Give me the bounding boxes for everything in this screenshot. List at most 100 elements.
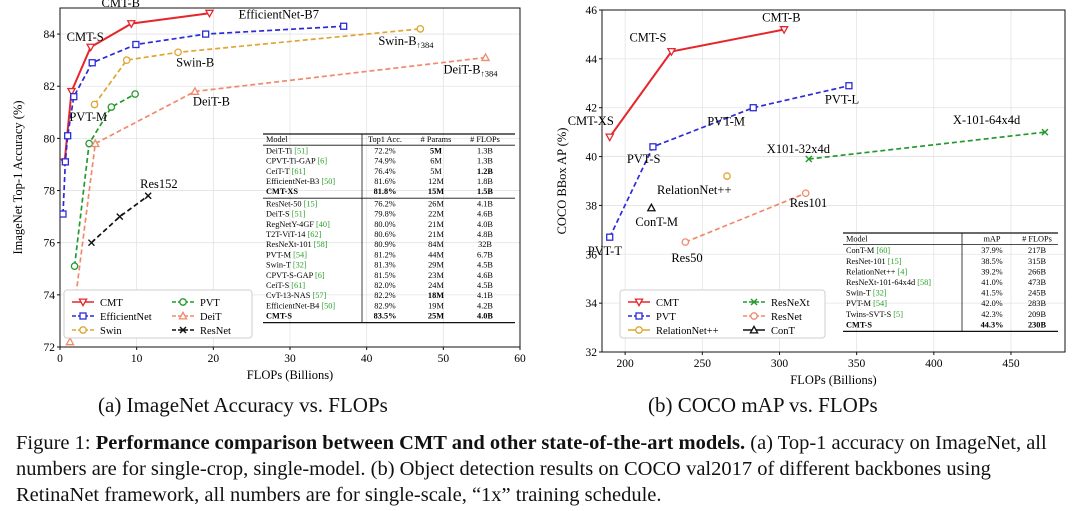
point-efficientnet bbox=[60, 210, 67, 218]
plot-frame bbox=[601, 9, 1066, 353]
table-cell: 24M bbox=[428, 281, 444, 290]
caption-label: Figure 1: bbox=[16, 432, 91, 454]
table-citation: [60] bbox=[876, 246, 890, 255]
point-deit bbox=[90, 138, 100, 148]
annotation-res152: Res152 bbox=[140, 177, 178, 191]
table-citation: [32] bbox=[873, 289, 887, 298]
legend-label: ResNet bbox=[200, 326, 231, 337]
annotation-res50: Res50 bbox=[671, 251, 702, 265]
legend-label: Swin bbox=[100, 326, 122, 337]
legend-label: CMT bbox=[100, 298, 123, 309]
table-model-name: ResNeXt-101 [58] bbox=[266, 240, 328, 249]
y-tick-label: 40 bbox=[586, 152, 598, 164]
table-cell: 4.5B bbox=[477, 281, 493, 290]
legend-box bbox=[619, 289, 826, 339]
legend-label: ConT bbox=[771, 326, 796, 337]
point-deit bbox=[65, 336, 75, 346]
table-cell: 42.3% bbox=[981, 310, 1003, 319]
annotation-subscript: ↑384 bbox=[481, 69, 499, 79]
series-line-deit bbox=[69, 56, 486, 342]
annotation-pvt-m: PVT-M bbox=[69, 110, 107, 124]
point-efficientnet bbox=[70, 93, 78, 101]
series-line-resnet bbox=[90, 195, 149, 244]
table-model-name: CMT-S bbox=[846, 320, 872, 329]
table-cell: 42.0% bbox=[981, 299, 1003, 308]
point-efficientnet bbox=[64, 132, 72, 140]
table-cell: 21M bbox=[428, 220, 444, 229]
table-cell: 1.5B bbox=[477, 187, 493, 196]
point-swin bbox=[416, 25, 425, 33]
table-cell: 37.9% bbox=[981, 246, 1003, 255]
y-axis-label: COCO BBox AP (%) bbox=[555, 128, 569, 235]
point-cmt bbox=[605, 133, 615, 142]
legend-item-pvt: PVT bbox=[172, 298, 220, 309]
table-cell: 217B bbox=[1028, 246, 1046, 255]
y-tick-label: 74 bbox=[44, 290, 56, 302]
coco-chart: 200 250 300 350 400 450 32 34 36 38 40 42 44 46 FLOPs … bbox=[555, 5, 1066, 387]
legend-label: ResNet bbox=[771, 312, 802, 323]
x-tick-label: 250 bbox=[694, 358, 712, 370]
point-resnet bbox=[87, 239, 95, 247]
table-header: Model bbox=[266, 135, 288, 144]
subcaption-a: (a) ImageNet Accuracy vs. FLOPs bbox=[98, 393, 388, 417]
y-tick-label: 34 bbox=[586, 298, 598, 310]
point-efficientnet bbox=[340, 22, 348, 30]
table-cell: 315B bbox=[1028, 257, 1046, 266]
table-cell: 4.5B bbox=[477, 261, 493, 270]
table-citation: [50] bbox=[321, 177, 335, 186]
x-tick-label: 450 bbox=[1002, 358, 1020, 370]
table-header: # FLOPs bbox=[1022, 235, 1052, 244]
caption-text: (a) Top-1 accuracy on ImageNet, all numb… bbox=[16, 432, 1047, 506]
x-tick-label: 40 bbox=[361, 353, 373, 365]
legend-marker bbox=[635, 326, 643, 334]
table-cell: 5M bbox=[430, 146, 442, 155]
table-model-name: Twins-SVT-S [5] bbox=[846, 310, 903, 319]
table-cell: 26M bbox=[428, 199, 444, 208]
table-citation: [50] bbox=[321, 301, 335, 310]
table-cell: 44.3% bbox=[981, 320, 1004, 329]
point-cmt bbox=[666, 47, 677, 57]
table-model-name: Swin-T [32] bbox=[846, 289, 887, 298]
series-line-pvt bbox=[73, 93, 136, 267]
table-model-name: CPVT-S-GAP [6] bbox=[266, 271, 325, 280]
legend-item-deit: DeiT bbox=[172, 311, 222, 323]
legend: CMT EfficientNet Swin PVT DeiT ResNet bbox=[63, 289, 253, 339]
table-cell: 84M bbox=[428, 240, 444, 249]
legend-item-cont: ConT bbox=[743, 325, 796, 337]
table-citation: [32] bbox=[293, 261, 307, 270]
table-citation: [4] bbox=[898, 267, 908, 276]
y-tick-label: 80 bbox=[44, 133, 56, 145]
point-deit bbox=[480, 52, 491, 62]
legend-label: ResNeXt bbox=[771, 298, 810, 309]
annotation-cmt-xs: CMT-XS bbox=[568, 114, 614, 128]
x-tick-label: 20 bbox=[208, 353, 220, 365]
annotation-cmt-s: CMT-S bbox=[67, 30, 104, 44]
table-cell: 82.9% bbox=[374, 301, 396, 310]
point-swin bbox=[90, 100, 99, 109]
point-pvt bbox=[606, 233, 614, 241]
x-tick-label: 50 bbox=[438, 353, 450, 365]
point-swin bbox=[122, 56, 131, 65]
table-cell: 473B bbox=[1028, 278, 1046, 287]
table-cell: 80.6% bbox=[374, 230, 396, 239]
annotation-x-101-64x4d: X-101-64x4d bbox=[953, 113, 1021, 127]
table-cell: 4.8B bbox=[477, 230, 493, 239]
legend-marker bbox=[78, 298, 88, 307]
table-citation: [15] bbox=[888, 257, 902, 266]
table-cell: 83.5% bbox=[374, 312, 397, 321]
table-model-name: T2T-ViT-14 [62] bbox=[266, 230, 322, 239]
table-cell: 72.2% bbox=[374, 146, 396, 155]
table-cell: 41.0% bbox=[981, 278, 1003, 287]
table-cell: 25M bbox=[428, 312, 444, 321]
annotation-res101: Res101 bbox=[790, 196, 828, 210]
table-cell: 4.6B bbox=[477, 210, 493, 219]
table-cell: 4.1B bbox=[477, 199, 493, 208]
annotation-cmt-b: CMT-B bbox=[102, 0, 140, 10]
table-header: Model bbox=[846, 235, 868, 244]
table-model-name: EfficientNet-B4 [50] bbox=[266, 301, 335, 310]
table-cell: 81.8% bbox=[374, 187, 397, 196]
legend-marker bbox=[79, 326, 87, 334]
annotation-pvt-m: PVT-M bbox=[707, 115, 745, 129]
table-cell: 283B bbox=[1028, 299, 1046, 308]
y-tick-label: 44 bbox=[586, 54, 598, 66]
